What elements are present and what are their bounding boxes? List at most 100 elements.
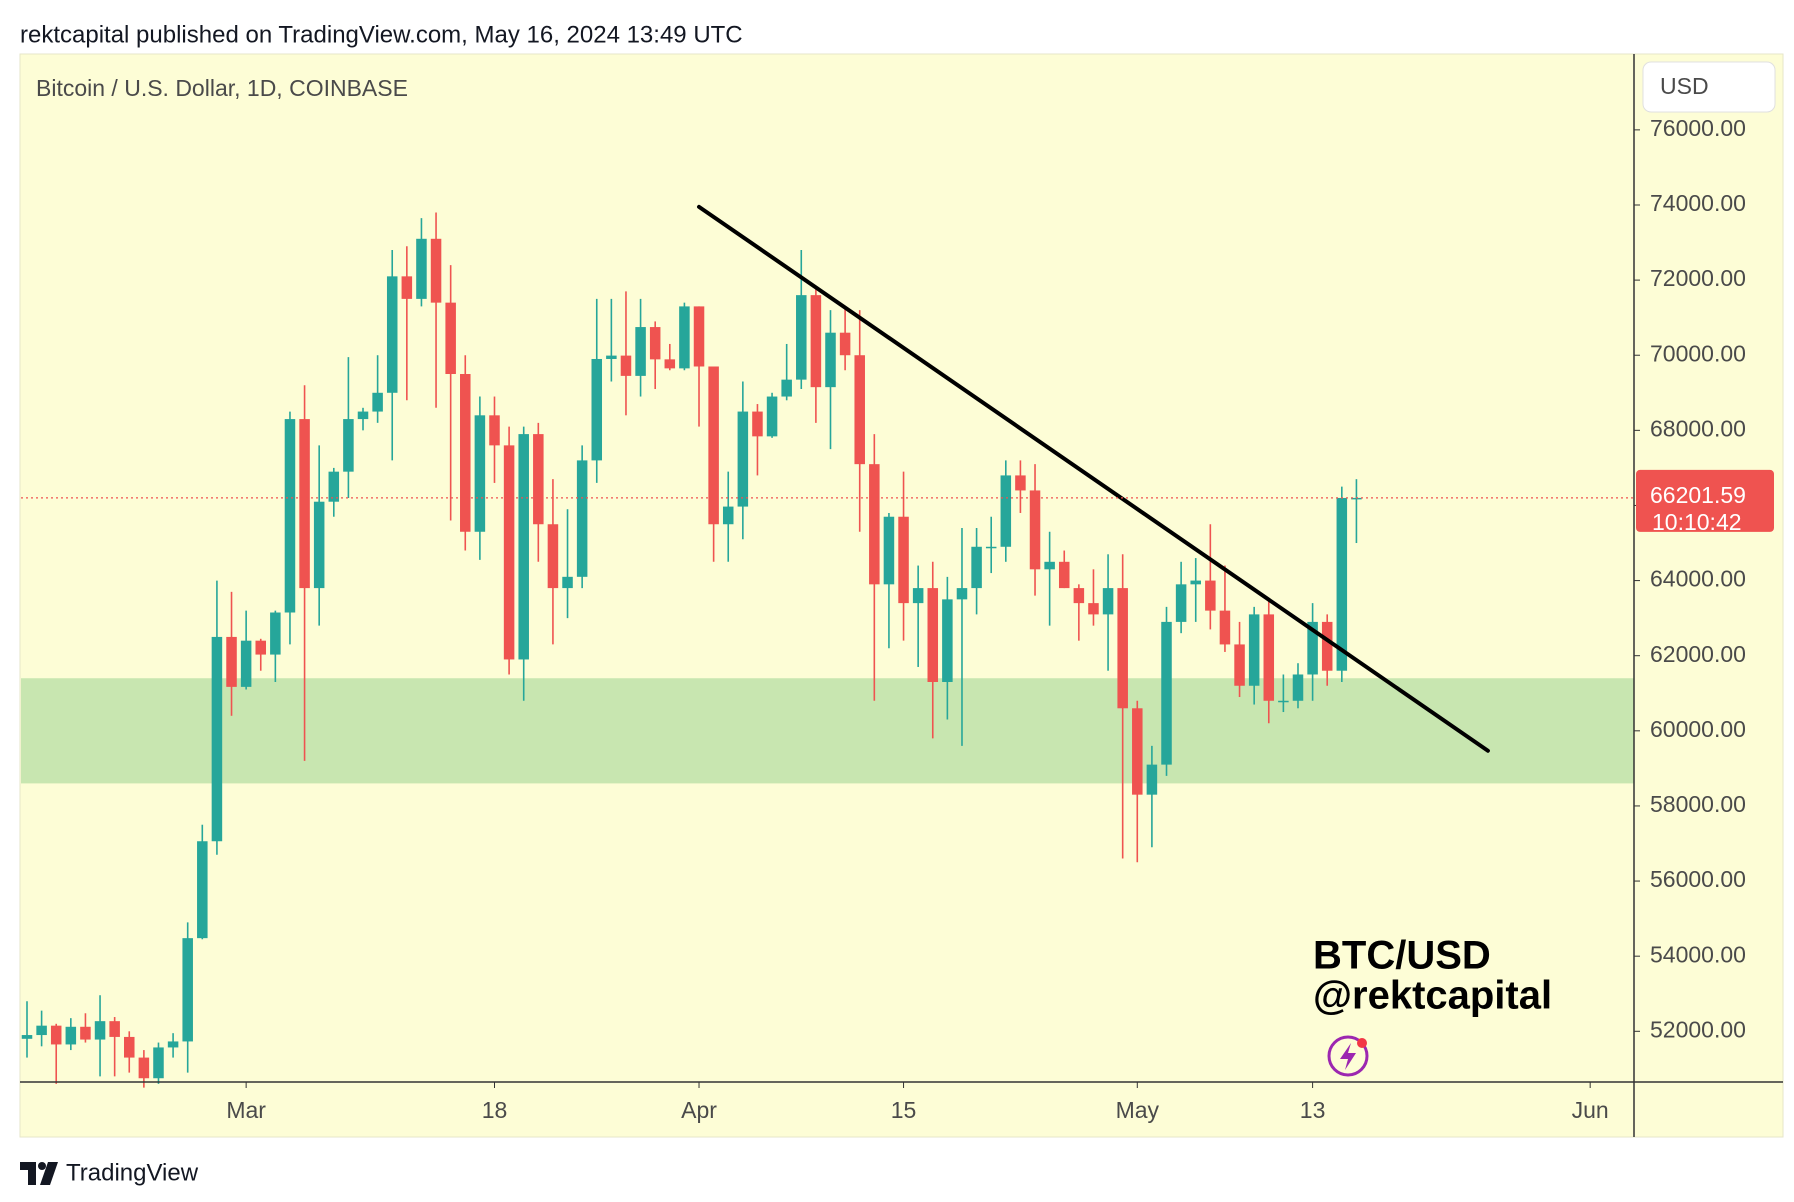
candle-body <box>1000 475 1012 547</box>
y-tick-label: 54000.00 <box>1650 941 1746 967</box>
candle-body <box>474 415 486 532</box>
candle-body <box>270 612 281 655</box>
candle-body <box>167 1041 179 1048</box>
candle-body <box>1263 614 1275 701</box>
candle-body <box>1015 475 1026 491</box>
candle-body <box>1248 614 1260 686</box>
x-tick-label: Apr <box>681 1097 717 1123</box>
candle-body <box>591 358 603 461</box>
candle-body <box>635 327 646 376</box>
candle-body <box>1088 603 1099 615</box>
candle-body <box>1351 497 1362 500</box>
y-tick-label: 68000.00 <box>1650 415 1746 441</box>
candle-body <box>124 1036 135 1058</box>
candle-body <box>912 588 924 604</box>
y-tick-label: 60000.00 <box>1650 716 1746 742</box>
candle-body <box>839 332 851 356</box>
candle-body <box>80 1026 91 1040</box>
candle-body <box>503 445 515 660</box>
footer: TradingView <box>66 1159 199 1186</box>
candle-body <box>898 516 909 604</box>
candle-body <box>94 1021 106 1040</box>
candle-body <box>1175 584 1187 622</box>
candle-body <box>328 471 340 502</box>
candle-body <box>1044 561 1055 570</box>
y-tick-label: 56000.00 <box>1650 866 1746 892</box>
currency-box[interactable] <box>1642 61 1776 113</box>
candle-body <box>1292 674 1304 701</box>
candle-body <box>386 276 398 393</box>
last-price-badge <box>1636 469 1774 532</box>
candle-body <box>182 938 193 1042</box>
candle-body <box>430 238 442 303</box>
y-tick-label: 62000.00 <box>1650 641 1746 667</box>
candle-body <box>1205 580 1216 611</box>
candle-body <box>1234 644 1245 686</box>
candle-body <box>942 599 953 682</box>
candle-body <box>620 355 632 376</box>
candle-body <box>576 460 588 577</box>
y-tick-label: 52000.00 <box>1650 1016 1746 1042</box>
candle-body <box>781 379 792 397</box>
candle-body <box>722 506 734 525</box>
candle-body <box>313 501 325 589</box>
candle-body <box>796 295 807 380</box>
candle-body <box>153 1047 164 1079</box>
candle-body <box>708 366 719 525</box>
header: rektcapital published on TradingView.com… <box>20 21 743 48</box>
candle-body <box>1190 580 1201 585</box>
candle-body <box>240 640 252 687</box>
candle-body <box>138 1057 150 1079</box>
candle-body <box>50 1025 62 1045</box>
candle-body <box>518 434 529 660</box>
candle-body <box>1336 497 1348 671</box>
candle-body <box>197 841 208 939</box>
candle-body <box>445 302 456 375</box>
candle-body <box>810 295 822 388</box>
candle-body <box>343 419 354 472</box>
candle-body <box>1058 561 1070 589</box>
candle-body <box>869 464 880 585</box>
y-tick-label: 58000.00 <box>1650 791 1746 817</box>
candle-body <box>971 546 982 589</box>
candle-body <box>562 576 573 589</box>
candle-body <box>1219 610 1231 645</box>
candle-body <box>357 411 369 420</box>
candle-body <box>1321 621 1333 671</box>
candle-body <box>985 546 997 549</box>
x-tick-label: Mar <box>226 1097 266 1123</box>
x-tick-label: 15 <box>891 1097 917 1123</box>
trendline <box>697 204 1490 753</box>
y-tick-label: 72000.00 <box>1650 265 1746 291</box>
candle-body <box>65 1026 77 1045</box>
candle-body <box>1278 700 1289 703</box>
annotation: BTC/USD <box>1313 934 1491 978</box>
candle-body <box>255 640 267 655</box>
y-tick-label: 70000.00 <box>1650 340 1746 366</box>
candle-body <box>299 419 310 589</box>
candle-body <box>460 374 471 532</box>
candle-body <box>649 327 661 360</box>
candle-body <box>927 588 939 682</box>
annotation: @rektcapital <box>1313 974 1552 1018</box>
candle-body <box>372 392 383 412</box>
candle-body <box>883 516 895 585</box>
candle-body <box>825 332 836 388</box>
candle-body <box>693 306 705 367</box>
x-tick-label: Jun <box>1572 1097 1609 1123</box>
candle-body <box>766 396 778 437</box>
candle-body <box>1161 621 1172 765</box>
candle-body <box>226 636 237 687</box>
candle-body <box>606 355 617 359</box>
candle-body <box>109 1021 120 1037</box>
candle-body <box>664 359 676 369</box>
candle-body <box>1146 764 1158 795</box>
candle-body <box>211 636 223 842</box>
last-price-label: 66201.59 <box>1650 482 1746 508</box>
x-tick-label: 13 <box>1300 1097 1326 1123</box>
candle-body <box>533 434 544 525</box>
candle-body <box>956 588 968 600</box>
symbol-title: Bitcoin / U.S. Dollar, 1D, COINBASE <box>36 75 408 101</box>
candle-body <box>1117 588 1128 709</box>
